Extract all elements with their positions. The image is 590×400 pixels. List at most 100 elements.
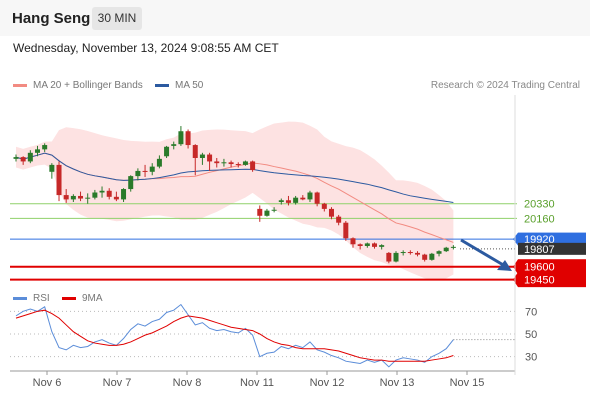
- candle-body: [192, 145, 198, 158]
- datetime-label: Wednesday, November 13, 2024 9:08:55 AM …: [13, 41, 279, 55]
- candle-body: [164, 146, 170, 157]
- level-label-20160: 20160: [524, 213, 555, 225]
- candle-body: [386, 252, 392, 262]
- candle-body: [364, 243, 370, 246]
- ma20-swatch: [13, 84, 27, 87]
- candle-body: [128, 176, 134, 190]
- ma9-legend-label: 9MA: [82, 293, 103, 304]
- bollinger-band: [16, 121, 454, 280]
- rsi-series-9ma: [15, 309, 454, 362]
- x-tick-label: Nov 7: [103, 377, 132, 389]
- candle-body: [99, 190, 105, 193]
- candle-body: [293, 197, 299, 203]
- candle-body: [357, 244, 363, 246]
- ma9-swatch: [62, 297, 76, 300]
- candle-body: [106, 190, 112, 197]
- ma50-line: [15, 152, 454, 204]
- candle-body: [78, 195, 84, 199]
- current-price-tag: [518, 242, 586, 255]
- candle-body: [171, 144, 177, 146]
- legend-ma50: MA 50: [155, 80, 203, 91]
- level-tag-19450: [518, 272, 586, 288]
- candle-body: [250, 161, 256, 171]
- candle-body: [142, 170, 148, 172]
- level-tag-19600: [518, 259, 586, 275]
- timeframe-button[interactable]: 30 MIN: [92, 7, 142, 30]
- forecast-arrow-head: [497, 260, 512, 271]
- candle-body: [372, 243, 377, 247]
- ma20-legend-label: MA 20 + Bollinger Bands: [33, 80, 143, 91]
- x-tick-label: Nov 12: [310, 377, 345, 389]
- rsi-swatch: [13, 297, 27, 300]
- candle-body: [242, 161, 248, 165]
- candle-body: [156, 158, 162, 167]
- legend-ma20: MA 20 + Bollinger Bands: [13, 80, 143, 91]
- forecast-arrow-shaft: [460, 238, 506, 268]
- candle-body: [199, 154, 205, 158]
- instrument-title: Hang Seng: [12, 10, 91, 27]
- candle-body: [221, 162, 227, 164]
- level-label-20330: 20330: [524, 199, 555, 211]
- candle-body: [400, 252, 406, 254]
- candle-body: [235, 164, 241, 166]
- candle-body: [185, 131, 191, 146]
- candle-body: [49, 164, 55, 172]
- candle-body: [450, 246, 456, 248]
- candle-body: [264, 210, 270, 216]
- candle-body: [328, 208, 334, 217]
- level-tag-19920: [518, 232, 586, 246]
- x-tick-label: Nov 8: [173, 377, 202, 389]
- candle-body: [321, 203, 327, 209]
- x-tick-label: Nov 6: [33, 377, 62, 389]
- candle-body: [27, 152, 33, 162]
- x-tick-label: Nov 13: [380, 377, 415, 389]
- level-label-19450: 19450: [524, 275, 555, 287]
- candle-body: [307, 192, 313, 200]
- candle-body: [336, 216, 342, 223]
- ma50-swatch: [155, 84, 169, 87]
- candle-body: [278, 200, 284, 202]
- candle-body: [443, 247, 449, 252]
- rsi-tick-70: 70: [525, 306, 537, 318]
- candle-body: [207, 154, 213, 162]
- candle-body: [422, 254, 428, 260]
- ma50-legend-label: MA 50: [175, 80, 204, 91]
- x-tick-label: Nov 11: [240, 377, 274, 389]
- candle-body: [228, 162, 234, 165]
- legend-9ma: 9MA: [62, 293, 103, 304]
- candle-body: [13, 157, 19, 159]
- candle-body: [149, 166, 155, 172]
- rsi-tick-30: 30: [525, 352, 537, 364]
- legend-rsi: RSI: [13, 293, 50, 304]
- level-label-19600: 19600: [524, 262, 555, 274]
- candle-body: [63, 195, 69, 200]
- candle-body: [70, 195, 76, 200]
- rsi-legend-label: RSI: [33, 293, 50, 304]
- candle-body: [92, 192, 98, 198]
- candle-body: [85, 197, 91, 199]
- candle-body: [393, 252, 399, 262]
- header-bar: Hang Seng 30 MIN: [0, 0, 590, 36]
- current-price-label: 19807: [524, 244, 555, 256]
- credit-label: Research © 2024 Trading Central: [430, 80, 580, 91]
- candle-body: [314, 192, 320, 204]
- candle-body: [379, 245, 385, 247]
- candle-body: [343, 222, 349, 239]
- candle-body: [135, 170, 141, 177]
- candle-body: [407, 252, 413, 254]
- candle-body: [214, 161, 220, 164]
- rsi-series-rsi: [15, 303, 454, 368]
- candle-body: [35, 149, 41, 153]
- candle-body: [56, 164, 62, 196]
- candle-body: [257, 208, 263, 216]
- candle-body: [350, 238, 356, 245]
- candle-body: [113, 196, 119, 200]
- candle-body: [300, 197, 306, 200]
- candle-body: [271, 209, 277, 211]
- rsi-tick-50: 50: [525, 329, 537, 341]
- candle-body: [178, 131, 184, 145]
- candle-body: [20, 157, 26, 162]
- candle-body: [429, 253, 435, 260]
- x-tick-label: Nov 15: [450, 377, 485, 389]
